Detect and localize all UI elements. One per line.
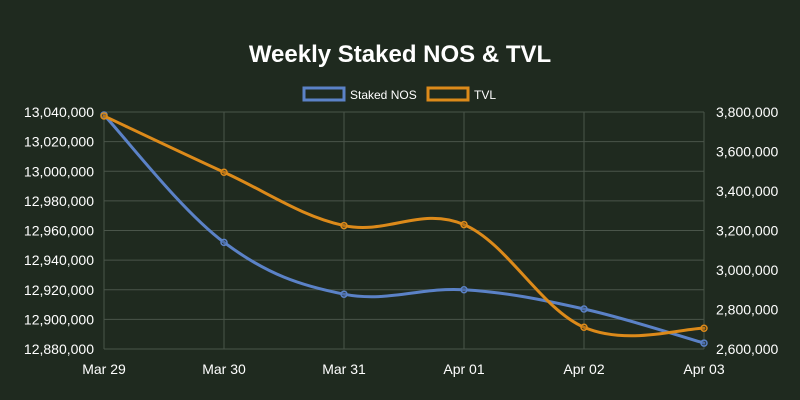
x-axis-ticks: Mar 29 Mar 30 Mar 31 Apr 01 Apr 02 Apr 03 [82, 361, 725, 377]
series-line-tvl [102, 114, 706, 338]
y-left-tick-label: 12,900,000 [24, 311, 94, 327]
y-left-tick-label: 13,000,000 [24, 163, 94, 179]
legend-item-staked-nos[interactable]: Staked NOS [302, 86, 417, 102]
legend-label-staked-nos: Staked NOS [350, 88, 417, 102]
legend-label-tvl: TVL [474, 88, 496, 102]
left-axis-ticks: 12,880,000 12,900,000 12,920,000 12,940,000… [24, 104, 94, 357]
data-point-tvl[interactable] [220, 168, 228, 176]
data-point-staked-nos[interactable] [580, 305, 588, 313]
y-right-tick-label: 2,600,000 [716, 341, 778, 357]
y-right-tick-label: 3,600,000 [716, 144, 778, 160]
y-left-tick-label: 12,980,000 [24, 193, 94, 209]
data-point-staked-nos[interactable] [460, 286, 468, 294]
y-left-tick-label: 13,020,000 [24, 134, 94, 150]
data-point-staked-nos[interactable] [340, 290, 348, 298]
y-right-tick-label: 3,000,000 [716, 262, 778, 278]
y-left-tick-label: 12,920,000 [24, 282, 94, 298]
legend-swatch-tvl [426, 86, 470, 102]
x-tick-label: Apr 01 [443, 361, 484, 377]
y-right-tick-label: 2,800,000 [716, 302, 778, 318]
grid [103, 111, 705, 350]
x-tick-label: Mar 29 [82, 361, 126, 377]
y-left-tick-label: 13,040,000 [24, 104, 94, 120]
y-left-tick-label: 12,940,000 [24, 252, 94, 268]
right-axis-ticks: 2,600,000 2,800,000 3,000,000 3,200,000 3,40… [716, 104, 778, 357]
y-right-tick-label: 3,800,000 [716, 104, 778, 120]
series [100, 111, 708, 347]
data-point-tvl[interactable] [100, 112, 108, 120]
data-point-tvl[interactable] [460, 220, 468, 229]
data-point-staked-nos[interactable] [700, 339, 708, 347]
legend: Staked NOS TVL [302, 86, 496, 102]
x-tick-label: Apr 02 [563, 361, 604, 377]
data-point-tvl[interactable] [700, 324, 708, 333]
data-point-tvl[interactable] [340, 221, 348, 230]
y-left-tick-label: 12,880,000 [24, 341, 94, 357]
y-right-tick-label: 3,400,000 [716, 183, 778, 199]
y-right-tick-label: 3,200,000 [716, 223, 778, 239]
x-tick-label: Mar 30 [202, 361, 246, 377]
x-tick-label: Apr 03 [683, 361, 724, 377]
y-left-tick-label: 12,960,000 [24, 223, 94, 239]
data-point-staked-nos[interactable] [220, 238, 228, 247]
series-line-staked-nos [102, 113, 706, 345]
data-point-tvl[interactable] [580, 323, 588, 332]
x-tick-label: Mar 31 [322, 361, 366, 377]
chart-title: Weekly Staked NOS & TVL [249, 41, 551, 68]
legend-swatch-staked-nos [302, 86, 346, 102]
legend-item-tvl[interactable]: TVL [426, 86, 496, 102]
